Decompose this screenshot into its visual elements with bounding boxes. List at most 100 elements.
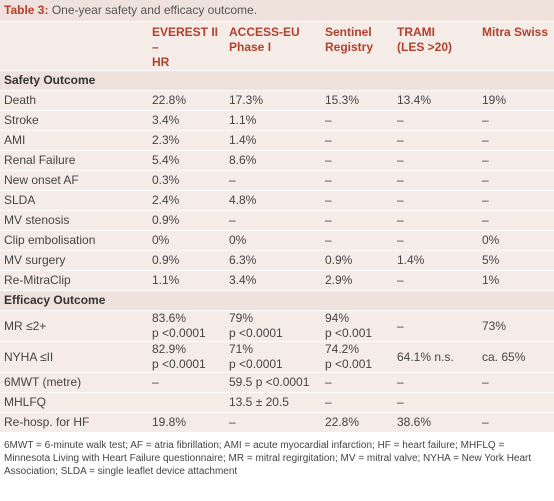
cell-line: – [229,173,236,187]
row-label: MV surgery [0,250,148,271]
row-label: Death [0,90,148,111]
cell-line: 3.4% [229,273,257,287]
data-cell: 0% [225,230,321,251]
data-cell: 17.3% [225,90,321,111]
data-cell: 82.9% p <0.0001 [148,341,225,373]
cell-line: 2.3% [152,133,180,147]
data-row: Renal Failure 5.4% 8.6% – – – [0,150,554,171]
data-cell: 8.6% [225,150,321,171]
cell-line: 82.9% [152,342,187,356]
cell-line: – [482,193,489,207]
cell-line: 6.3% [229,253,257,267]
data-row: AMI 2.3% 1.4% – – – [0,130,554,151]
data-cell: 74.2% p <0.001 [321,341,393,373]
cell-line: 1.1% [229,113,257,127]
cell-line: 5% [482,253,500,267]
cell-line: 15.3% [325,93,360,107]
cell-line: p <0.0001 [152,326,206,340]
cell-line: EVEREST II – [152,25,219,54]
cell-line: – [397,395,404,409]
cell-line: 0.3% [152,173,180,187]
data-cell: – [478,190,554,211]
section-row: Safety Outcome [0,70,554,91]
cell-line: 94% [325,311,350,325]
data-cell: 79% p <0.0001 [225,310,321,342]
data-cell: – [478,412,554,433]
cell-line: – [325,113,332,127]
data-cell: – [393,130,478,151]
data-cell: 0.9% [148,210,225,231]
cell-line: – [397,318,404,333]
cell-line: 73% [482,318,507,333]
header-cell: Sentinel Registry [321,22,393,71]
cell-line: – [397,233,404,247]
cell-line: – [325,375,332,389]
data-cell: 5% [478,250,554,271]
data-cell: – [321,130,393,151]
cell-line: – [152,375,159,389]
cell-line: – [397,113,404,127]
cell-line: HR [152,55,170,69]
section-title: Safety Outcome [0,70,554,91]
row-label: Stroke [0,110,148,131]
cell-line: 22.8% [152,93,187,107]
cell-line: – [482,113,489,127]
data-cell: – [225,170,321,191]
cell-line: – [397,133,404,147]
cell-line: – [325,213,332,227]
data-cell: 19% [478,90,554,111]
data-cell: – [393,270,478,291]
cell-line: p <0.0001 [229,357,283,371]
cell-line: ACCESS-EU [229,25,300,39]
cell-line: – [397,193,404,207]
title-label: Table 3: [4,3,49,17]
cell-line: 38.6% [397,415,432,429]
data-cell: – [393,190,478,211]
data-cell: – [478,170,554,191]
row-label: Re-hosp. for HF [0,412,148,433]
header-cell: ACCESS-EU Phase I [225,22,321,71]
table: EVEREST II – HR ACCESS-EU Phase I Sentinel Re… [0,22,554,433]
data-cell: 0.9% [148,250,225,271]
cell-line: 8.6% [229,153,257,167]
data-cell: – [225,210,321,231]
header-row: EVEREST II – HR ACCESS-EU Phase I Sentinel Re… [0,22,554,71]
section-row: Efficacy Outcome [0,290,554,311]
data-row: New onset AF 0.3% – – – – [0,170,554,191]
cell-line: p <0.0001 [229,326,283,340]
cell-line: – [325,395,332,409]
cell-line: – [397,153,404,167]
data-row: Re-MitraClip 1.1% 3.4% 2.9% – 1% [0,270,554,291]
data-cell: – [393,150,478,171]
data-cell: – [393,210,478,231]
data-row: MHLFQ 13.5 ± 20.5 – – [0,392,554,413]
data-row: Clip embolisation 0% 0% – – 0% [0,230,554,251]
row-label: MR ≤2+ [0,310,148,342]
cell-line: 0% [229,233,247,247]
cell-line: 79% [229,311,254,325]
data-cell: 71% p <0.0001 [225,341,321,373]
data-cell: 1.1% [148,270,225,291]
data-cell: 38.6% [393,412,478,433]
data-cell: – [393,230,478,251]
data-cell: 13.5 ± 20.5 [225,392,321,413]
row-label: AMI [0,130,148,151]
cell-line: – [325,193,332,207]
data-row: Death 22.8% 17.3% 15.3% 13.4% 19% [0,90,554,111]
data-cell: – [225,412,321,433]
cell-line: – [482,133,489,147]
cell-line: Sentinel [325,25,372,39]
data-cell: – [478,372,554,393]
footnote: 6MWT = 6-minute walk test; AF = atria fi… [4,440,532,477]
data-cell: – [393,310,478,342]
data-cell: 15.3% [321,90,393,111]
data-cell: 64.1% n.s. [393,341,478,373]
data-cell [478,392,554,413]
data-cell: – [393,392,478,413]
cell-line: Mitra Swiss [482,25,549,39]
row-label: NYHA ≤II [0,341,148,373]
data-row: SLDA 2.4% 4.8% – – – [0,190,554,211]
row-label: New onset AF [0,170,148,191]
data-cell: 1.1% [225,110,321,131]
header-cell: TRAMI (LES >20) [393,22,478,71]
